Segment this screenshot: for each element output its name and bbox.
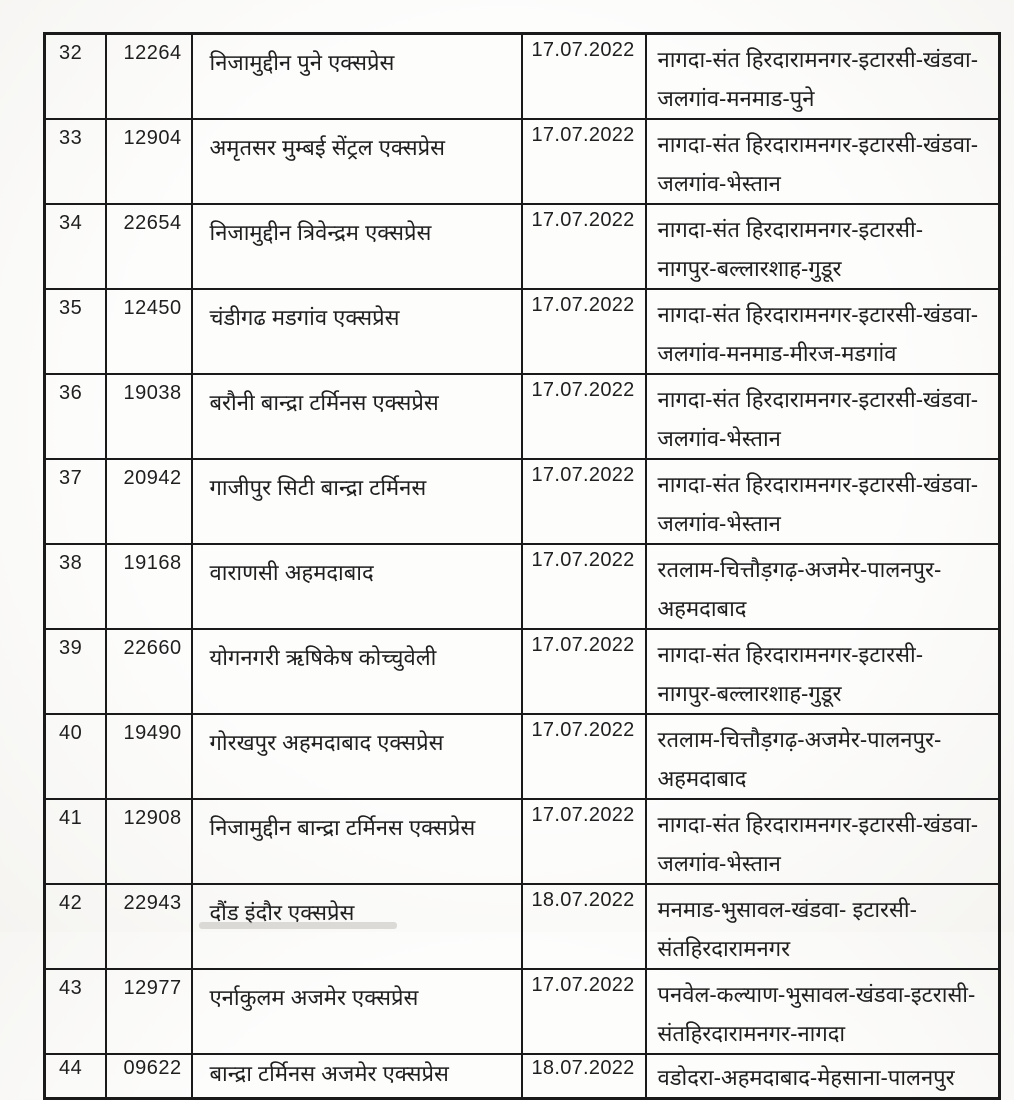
train-number-cell: 12450 (104, 288, 193, 375)
route-cell: नागदा-संत हिरदारामनगर-इटारसी-खंडवा- जलगा… (644, 32, 1001, 120)
route-cell: नागदा-संत हिरदारामनगर-इटारसी-खंडवा- जलगा… (644, 373, 1001, 460)
serial-number-cell: 43 (43, 968, 107, 1055)
table-row: 40 19490 गोरखपुर अहमदाबाद एक्सप्रेस 17.0… (43, 713, 1001, 800)
train-name-cell: गाजीपुर सिटी बान्द्रा टर्मिनस (190, 458, 523, 545)
train-number-cell: 19490 (104, 713, 193, 800)
date-cell: 18.07.2022 (520, 883, 647, 970)
date-cell: 18.07.2022 (520, 1053, 647, 1100)
train-number-cell: 22943 (104, 883, 193, 970)
table-row: 41 12908 निजामुद्दीन बान्द्रा टर्मिनस एक… (43, 798, 1001, 885)
date-cell: 17.07.2022 (520, 118, 647, 205)
train-number-cell: 12908 (104, 798, 193, 885)
train-number-cell: 19168 (104, 543, 193, 630)
date-cell: 17.07.2022 (520, 373, 647, 460)
train-name-cell: बान्द्रा टर्मिनस अजमेर एक्सप्रेस (190, 1053, 523, 1100)
train-number-cell: 22654 (104, 203, 193, 290)
serial-number-cell: 36 (43, 373, 107, 460)
serial-number-cell: 37 (43, 458, 107, 545)
date-cell: 17.07.2022 (520, 32, 647, 120)
table-row: 36 19038 बरौनी बान्द्रा टर्मिनस एक्सप्रे… (43, 373, 1001, 460)
train-schedule-table: 32 12264 निजामुद्दीन पुने एक्सप्रेस 17.0… (43, 32, 1001, 1100)
route-cell: नागदा-संत हिरदारामनगर-इटारसी-खंडवा- जलगा… (644, 458, 1001, 545)
table-row: 44 09622 बान्द्रा टर्मिनस अजमेर एक्सप्रे… (43, 1053, 1001, 1100)
train-number-cell: 12977 (104, 968, 193, 1055)
route-cell: नागदा-संत हिरदारामनगर-इटारसी-खंडवा- जलगा… (644, 288, 1001, 375)
train-number-cell: 09622 (104, 1053, 193, 1100)
route-cell: नागदा-संत हिरदारामनगर-इटारसी- नागपुर-बल्… (644, 203, 1001, 290)
route-cell: पनवेल-कल्याण-भुसावल-खंडवा-इटरासी- संतहिर… (644, 968, 1001, 1055)
serial-number-cell: 38 (43, 543, 107, 630)
table-row: 39 22660 योगनगरी ऋषिकेष कोच्चुवेली 17.07… (43, 628, 1001, 715)
photo-scan-artifact (199, 922, 397, 929)
train-name-cell: एर्नाकुलम अजमेर एक्सप्रेस (190, 968, 523, 1055)
serial-number-cell: 44 (43, 1053, 107, 1100)
date-cell: 17.07.2022 (520, 203, 647, 290)
serial-number-cell: 35 (43, 288, 107, 375)
train-name-cell: अमृतसर मुम्बई सेंट्रल एक्सप्रेस (190, 118, 523, 205)
table-row: 34 22654 निजामुद्दीन त्रिवेन्द्रम एक्सप्… (43, 203, 1001, 290)
train-name-cell: गोरखपुर अहमदाबाद एक्सप्रेस (190, 713, 523, 800)
route-cell: रतलाम-चित्तौड़गढ़-अजमेर-पालनपुर- अहमदाबा… (644, 713, 1001, 800)
table-row: 38 19168 वाराणसी अहमदाबाद 17.07.2022 रतल… (43, 543, 1001, 630)
train-number-cell: 22660 (104, 628, 193, 715)
train-number-cell: 19038 (104, 373, 193, 460)
date-cell: 17.07.2022 (520, 628, 647, 715)
date-cell: 17.07.2022 (520, 458, 647, 545)
serial-number-cell: 41 (43, 798, 107, 885)
date-cell: 17.07.2022 (520, 543, 647, 630)
table-row: 33 12904 अमृतसर मुम्बई सेंट्रल एक्सप्रेस… (43, 118, 1001, 205)
train-number-cell: 12264 (104, 32, 193, 120)
train-name-cell: निजामुद्दीन पुने एक्सप्रेस (190, 32, 523, 120)
table-row: 37 20942 गाजीपुर सिटी बान्द्रा टर्मिनस 1… (43, 458, 1001, 545)
train-name-cell: निजामुद्दीन बान्द्रा टर्मिनस एक्सप्रेस (190, 798, 523, 885)
train-name-cell: बरौनी बान्द्रा टर्मिनस एक्सप्रेस (190, 373, 523, 460)
table-row: 32 12264 निजामुद्दीन पुने एक्सप्रेस 17.0… (43, 32, 1001, 120)
serial-number-cell: 34 (43, 203, 107, 290)
date-cell: 17.07.2022 (520, 798, 647, 885)
serial-number-cell: 39 (43, 628, 107, 715)
route-cell: नागदा-संत हिरदारामनगर-इटारसी-खंडवा- जलगा… (644, 798, 1001, 885)
route-cell: रतलाम-चित्तौड़गढ़-अजमेर-पालनपुर- अहमदाबा… (644, 543, 1001, 630)
train-name-cell: वाराणसी अहमदाबाद (190, 543, 523, 630)
train-name-cell: योगनगरी ऋषिकेष कोच्चुवेली (190, 628, 523, 715)
table-row: 43 12977 एर्नाकुलम अजमेर एक्सप्रेस 17.07… (43, 968, 1001, 1055)
train-name-cell: निजामुद्दीन त्रिवेन्द्रम एक्सप्रेस (190, 203, 523, 290)
route-cell: वडोदरा-अहमदाबाद-मेहसाना-पालनपुर (644, 1053, 1001, 1100)
serial-number-cell: 33 (43, 118, 107, 205)
serial-number-cell: 40 (43, 713, 107, 800)
train-number-cell: 12904 (104, 118, 193, 205)
date-cell: 17.07.2022 (520, 713, 647, 800)
route-cell: नागदा-संत हिरदारामनगर-इटारसी-खंडवा- जलगा… (644, 118, 1001, 205)
table-row: 35 12450 चंडीगढ मडगांव एक्सप्रेस 17.07.2… (43, 288, 1001, 375)
route-cell: मनमाड-भुसावल-खंडवा- इटारसी- संतहिरदारामन… (644, 883, 1001, 970)
train-number-cell: 20942 (104, 458, 193, 545)
route-cell: नागदा-संत हिरदारामनगर-इटारसी- नागपुर-बल्… (644, 628, 1001, 715)
date-cell: 17.07.2022 (520, 288, 647, 375)
date-cell: 17.07.2022 (520, 968, 647, 1055)
train-name-cell: चंडीगढ मडगांव एक्सप्रेस (190, 288, 523, 375)
table-row: 42 22943 दौंड इंदौर एक्सप्रेस 18.07.2022… (43, 883, 1001, 970)
serial-number-cell: 32 (43, 32, 107, 120)
serial-number-cell: 42 (43, 883, 107, 970)
